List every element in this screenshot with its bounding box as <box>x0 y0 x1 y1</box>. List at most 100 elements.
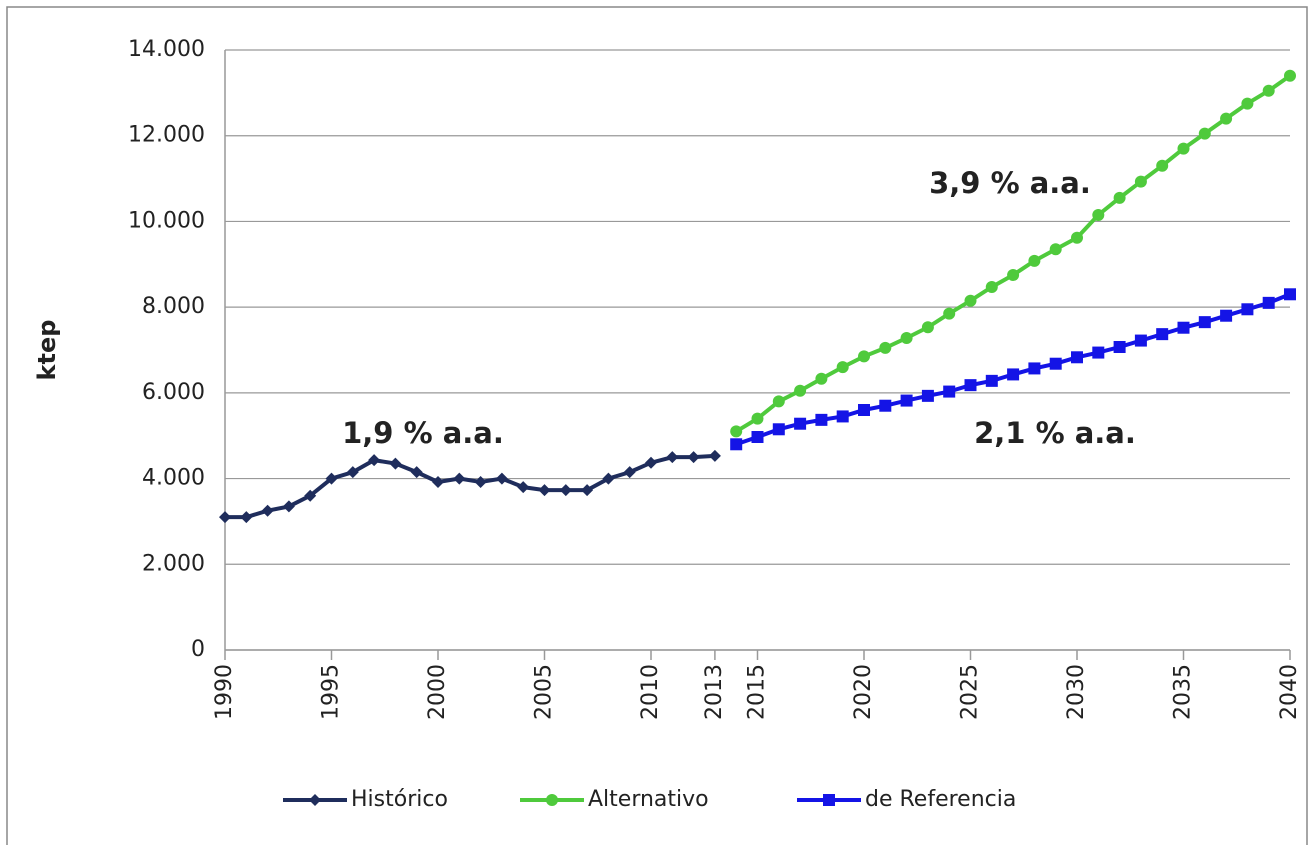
legend-label: de Referencia <box>865 787 1016 812</box>
marker <box>645 456 657 469</box>
marker <box>1113 191 1126 204</box>
marker <box>1049 243 1062 256</box>
marker <box>1262 84 1275 97</box>
marker <box>815 372 828 385</box>
legend-label: Histórico <box>351 787 448 812</box>
marker <box>1049 357 1062 370</box>
x-tick-label: 2000 <box>425 664 450 720</box>
marker <box>1007 269 1020 281</box>
marker <box>943 385 956 398</box>
marker <box>730 425 743 438</box>
x-tick-label: 2025 <box>958 664 983 720</box>
chart-frame <box>6 6 1308 845</box>
marker <box>836 410 849 423</box>
marker <box>1092 346 1105 359</box>
marker <box>474 476 487 488</box>
marker <box>1007 368 1020 381</box>
y-tick-label: 6.000 <box>142 380 205 405</box>
marker <box>453 472 466 485</box>
marker <box>1241 303 1254 316</box>
x-tick-label: 2010 <box>638 664 663 720</box>
marker <box>666 451 679 464</box>
y-tick-label: 10.000 <box>128 208 205 233</box>
marker <box>389 457 402 470</box>
marker <box>581 484 594 497</box>
marker <box>1177 142 1190 155</box>
series-line <box>225 453 716 520</box>
x-tick-label: 1995 <box>319 664 344 720</box>
y-tick-label: 12.000 <box>128 123 205 148</box>
marker <box>517 481 530 494</box>
marker <box>1198 316 1211 329</box>
marker <box>879 399 892 412</box>
marker <box>858 350 870 363</box>
y-tick-label: 8.000 <box>142 294 205 319</box>
marker <box>772 395 785 408</box>
marker <box>815 413 828 426</box>
marker <box>261 504 274 517</box>
marker <box>964 294 977 307</box>
marker <box>900 332 913 344</box>
marker <box>1177 321 1190 334</box>
y-tick-label: 2.000 <box>142 551 205 576</box>
marker <box>921 321 934 334</box>
marker <box>1241 97 1254 110</box>
legend-label: Alternativo <box>588 787 709 812</box>
marker <box>1134 334 1147 347</box>
marker <box>1092 209 1105 221</box>
marker <box>1156 159 1169 172</box>
marker <box>943 307 956 320</box>
x-tick-label: 2013 <box>702 664 727 720</box>
marker <box>309 794 321 806</box>
marker <box>921 389 934 402</box>
x-tick-label: 1990 <box>212 664 237 720</box>
marker <box>858 404 870 416</box>
marker <box>538 484 551 497</box>
marker <box>1220 309 1233 322</box>
marker <box>325 472 338 485</box>
marker <box>602 472 615 485</box>
marker <box>794 417 807 430</box>
marker <box>304 489 317 502</box>
marker <box>1134 175 1147 188</box>
y-tick-label: 4.000 <box>142 466 205 491</box>
marker <box>900 394 913 407</box>
marker <box>346 466 359 479</box>
marker <box>1220 112 1233 125</box>
annotation: 3,9 % a.a. <box>929 166 1091 200</box>
marker <box>1071 231 1083 244</box>
y-tick-label: 0 <box>191 637 205 662</box>
x-tick-label: 2005 <box>532 664 557 720</box>
marker <box>985 374 998 387</box>
marker <box>219 511 231 524</box>
marker <box>1284 69 1296 82</box>
marker <box>879 341 892 354</box>
marker <box>823 794 835 806</box>
marker <box>495 472 508 485</box>
marker <box>1198 127 1211 140</box>
marker <box>708 449 721 462</box>
marker <box>1113 341 1126 353</box>
marker <box>432 476 444 488</box>
marker <box>751 431 764 443</box>
marker <box>730 438 743 451</box>
marker <box>1028 254 1041 267</box>
marker <box>687 451 700 464</box>
marker <box>1156 328 1169 341</box>
annotation: 1,9 % a.a. <box>342 416 504 450</box>
marker <box>751 412 764 425</box>
x-tick-label: 2040 <box>1277 664 1302 720</box>
marker <box>1071 351 1083 364</box>
marker <box>794 384 807 397</box>
marker <box>1028 362 1041 375</box>
annotation: 2,1 % a.a. <box>974 416 1136 450</box>
marker <box>836 361 849 374</box>
y-axis-label: ktep <box>33 320 61 381</box>
marker <box>410 466 423 479</box>
x-tick-label: 2030 <box>1064 664 1089 720</box>
x-tick-label: 2015 <box>745 664 770 720</box>
marker <box>1262 296 1275 309</box>
marker <box>559 484 572 497</box>
marker <box>546 794 558 806</box>
